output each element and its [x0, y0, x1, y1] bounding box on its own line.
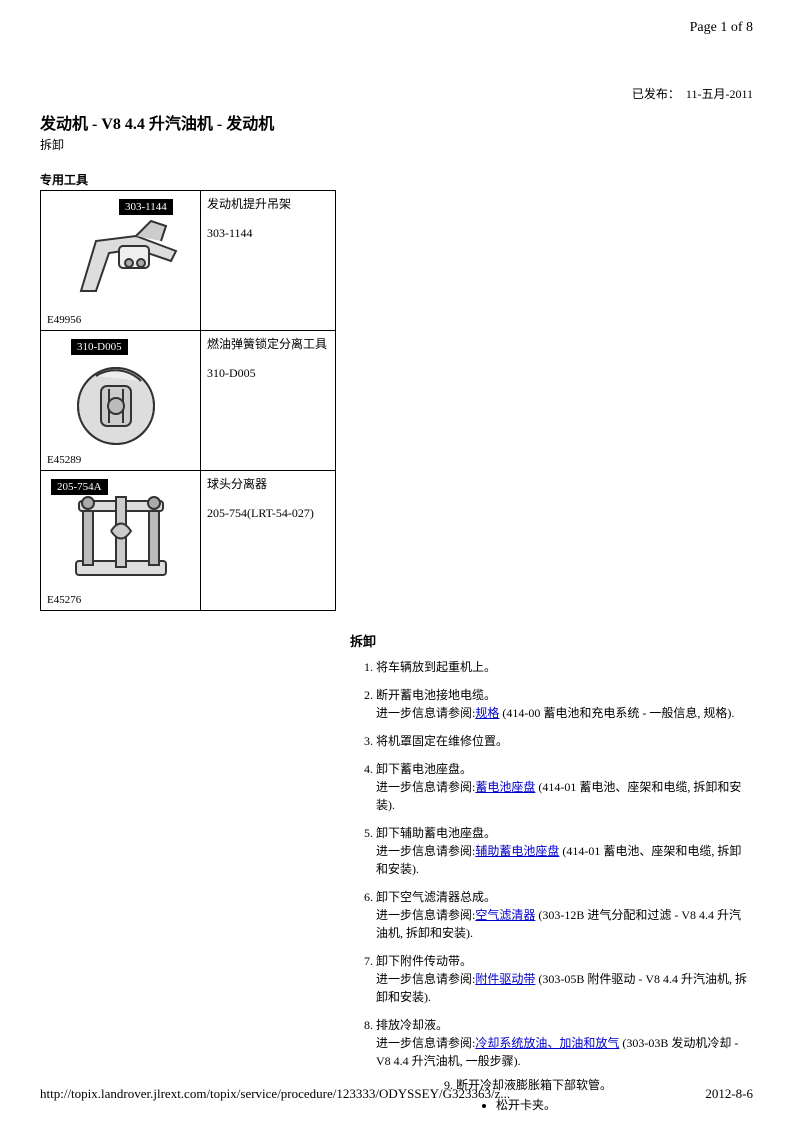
- step-reference: 进一步信息请参阅:空气滤清器 (303-12B 进气分配和过滤 - V8 4.4…: [376, 906, 753, 942]
- tool-desc-cell: 球头分离器 205-754(LRT-54-027): [201, 471, 336, 611]
- step-reference: 进一步信息请参阅:冷却系统放油、加油和放气 (303-03B 发动机冷却 - V…: [376, 1034, 753, 1070]
- publish-line: 已发布： 11-五月-2011: [40, 85, 753, 102]
- tools-section-label: 专用工具: [40, 171, 753, 188]
- step-text: 断开蓄电池接地电缆。: [376, 686, 753, 704]
- step-item: 将机罩固定在维修位置。: [376, 732, 753, 750]
- tool-image-cell: 205-754A E45276: [41, 471, 201, 611]
- step-item: 断开蓄电池接地电缆。进一步信息请参阅:规格 (414-00 蓄电池和充电系统 -…: [376, 686, 753, 722]
- step-text: 排放冷却液。: [376, 1016, 753, 1034]
- reference-link[interactable]: 空气滤清器: [475, 908, 535, 922]
- step-item: 卸下空气滤清器总成。进一步信息请参阅:空气滤清器 (303-12B 进气分配和过…: [376, 888, 753, 942]
- tool-name: 燃油弹簧锁定分离工具: [207, 335, 329, 354]
- tool-image-id: E49956: [47, 314, 81, 326]
- step-text: 将车辆放到起重机上。: [376, 658, 753, 676]
- reference-link[interactable]: 规格: [475, 706, 499, 720]
- engine-lift-bracket-icon: [41, 191, 201, 331]
- tool-row: 310-D005 E45289 燃油弹簧锁定分离工具 310-: [41, 331, 336, 471]
- step-text: 卸下附件传动带。: [376, 952, 753, 970]
- tool-image-id: E45289: [47, 454, 81, 466]
- step-text: 卸下空气滤清器总成。: [376, 888, 753, 906]
- step-item: 将车辆放到起重机上。: [376, 658, 753, 676]
- step-item: 卸下辅助蓄电池座盘。进一步信息请参阅:辅助蓄电池座盘 (414-01 蓄电池、座…: [376, 824, 753, 878]
- reference-link[interactable]: 蓄电池座盘: [475, 780, 535, 794]
- step-text: 将机罩固定在维修位置。: [376, 732, 753, 750]
- step-reference: 进一步信息请参阅:附件驱动带 (303-05B 附件驱动 - V8 4.4 升汽…: [376, 970, 753, 1006]
- steps-block: 拆卸 将车辆放到起重机上。断开蓄电池接地电缆。进一步信息请参阅:规格 (414-…: [350, 631, 753, 1114]
- reference-link[interactable]: 辅助蓄电池座盘: [475, 844, 559, 858]
- tool-row: 205-754A E45276 球头分离器: [41, 471, 336, 611]
- step-reference: 进一步信息请参阅:规格 (414-00 蓄电池和充电系统 - 一般信息, 规格)…: [376, 704, 753, 722]
- page-content: 已发布： 11-五月-2011 发动机 - V8 4.4 升汽油机 - 发动机 …: [40, 85, 753, 1124]
- page-number: Page 1 of 8: [690, 20, 753, 36]
- step-text: 卸下蓄电池座盘。: [376, 760, 753, 778]
- reference-link[interactable]: 附件驱动带: [475, 972, 535, 986]
- publish-date: 11-五月-2011: [686, 87, 753, 101]
- fuel-spring-lock-tool-icon: [41, 331, 201, 471]
- step-item: 卸下附件传动带。进一步信息请参阅:附件驱动带 (303-05B 附件驱动 - V…: [376, 952, 753, 1006]
- steps-list: 将车辆放到起重机上。断开蓄电池接地电缆。进一步信息请参阅:规格 (414-00 …: [350, 658, 753, 1114]
- footer-date: 2012-8-6: [705, 1086, 753, 1102]
- step-text: 卸下辅助蓄电池座盘。: [376, 824, 753, 842]
- tool-image-id: E45276: [47, 594, 81, 606]
- tool-desc-cell: 燃油弹簧锁定分离工具 310-D005: [201, 331, 336, 471]
- tool-code: 310-D005: [207, 364, 329, 383]
- tool-desc-cell: 发动机提升吊架 303-1144: [201, 191, 336, 331]
- tool-name: 发动机提升吊架: [207, 195, 329, 214]
- tool-row: 303-1144 E49956 发动机提升吊架 303-1144: [41, 191, 336, 331]
- tool-image-cell: 303-1144 E49956: [41, 191, 201, 331]
- ball-joint-separator-icon: [41, 471, 201, 611]
- tool-code: 205-754(LRT-54-027): [207, 504, 329, 523]
- footer-url: http://topix.landrover.jlrext.com/topix/…: [40, 1086, 510, 1102]
- page-subtitle: 拆卸: [40, 136, 753, 153]
- reference-link[interactable]: 冷却系统放油、加油和放气: [475, 1036, 619, 1050]
- page-title: 发动机 - V8 4.4 升汽油机 - 发动机: [40, 110, 753, 134]
- steps-heading: 拆卸: [350, 631, 753, 650]
- tool-image-cell: 310-D005 E45289: [41, 331, 201, 471]
- tool-name: 球头分离器: [207, 475, 329, 494]
- step-reference: 进一步信息请参阅:蓄电池座盘 (414-01 蓄电池、座架和电缆, 拆卸和安装)…: [376, 778, 753, 814]
- tool-code: 303-1144: [207, 224, 329, 243]
- publish-label: 已发布：: [632, 87, 680, 101]
- tools-table: 303-1144 E49956 发动机提升吊架 303-1144: [40, 190, 336, 611]
- step-reference: 进一步信息请参阅:辅助蓄电池座盘 (414-01 蓄电池、座架和电缆, 拆卸和安…: [376, 842, 753, 878]
- step-item: 卸下蓄电池座盘。进一步信息请参阅:蓄电池座盘 (414-01 蓄电池、座架和电缆…: [376, 760, 753, 814]
- page-footer: http://topix.landrover.jlrext.com/topix/…: [40, 1086, 753, 1102]
